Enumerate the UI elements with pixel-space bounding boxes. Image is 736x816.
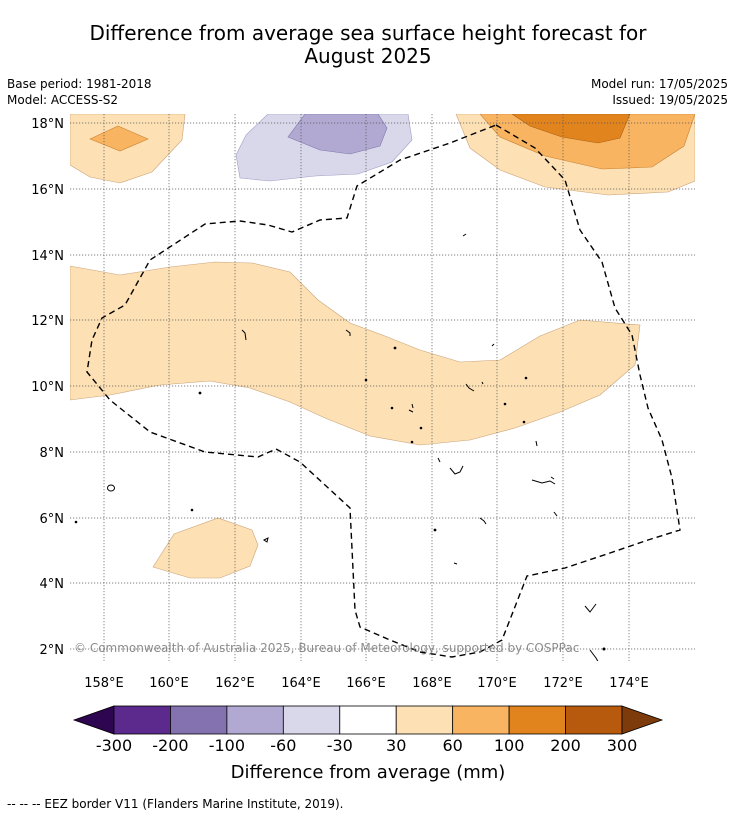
- island-14: [462, 233, 467, 237]
- model-text: Model: ACCESS-S2: [7, 93, 119, 107]
- lat-tick-4n: 4°N: [40, 577, 65, 592]
- colorbar-tick-label: -60: [270, 736, 296, 755]
- colorbar-tick-label: 30: [386, 736, 406, 755]
- colorbar-tick-label: 60: [442, 736, 462, 755]
- island-11: [390, 406, 394, 410]
- lat-tick-labels: 18°N 16°N 14°N 12°N 10°N 8°N 6°N 4°N 2°N: [31, 117, 64, 658]
- colorbar-cell: [395, 705, 454, 735]
- lon-tick-labels: 158°E 160°E 162°E 164°E 166°E 168°E 170°…: [84, 676, 649, 691]
- copyright-watermark: © Commonwealth of Australia 2025, Bureau…: [74, 641, 579, 655]
- contour-nw-60-100: [89, 125, 149, 152]
- island-12: [419, 426, 423, 430]
- island-20: [535, 440, 538, 447]
- island-23: [531, 476, 556, 485]
- colorbar-cell: [339, 705, 397, 735]
- island-1: [107, 484, 115, 492]
- contour-n-minus60-minus100: [287, 114, 388, 155]
- island-3: [74, 520, 78, 524]
- lat-tick-18n: 18°N: [31, 117, 64, 132]
- island-18: [524, 376, 528, 380]
- model-run-text: Model run: 17/05/2025: [590, 77, 728, 91]
- island-25: [479, 517, 487, 525]
- lon-tick-174e: 174°E: [609, 676, 649, 691]
- island-24: [553, 511, 558, 517]
- lon-tick-164e: 164°E: [281, 676, 321, 691]
- colorbar-tick-label: -200: [152, 736, 188, 755]
- map-title: Difference from average sea surface heig…: [0, 22, 736, 68]
- island-6: [241, 329, 247, 341]
- colorbar-tick-labels: -300 -200 -100 -60 -30 30 60 100 200 300: [96, 736, 637, 755]
- island-29: [589, 649, 599, 661]
- lon-tick-172e: 172°E: [543, 676, 583, 691]
- lat-tick-2n: 2°N: [40, 643, 65, 658]
- colorbar-label: Difference from average (mm): [231, 762, 506, 783]
- eez-footnote: -- -- -- EEZ border V11 (Flanders Marine…: [7, 797, 344, 811]
- lon-tick-158e: 158°E: [84, 676, 124, 691]
- colorbar-cells: [113, 705, 623, 735]
- island-4: [190, 508, 194, 512]
- island-13: [410, 440, 414, 444]
- island-9: [364, 378, 368, 382]
- lat-tick-12n: 12°N: [31, 314, 64, 329]
- colorbar-cell: [565, 705, 623, 735]
- islands: [74, 233, 606, 661]
- colorbar: -300 -200 -100 -60 -30 30 60 100 200 300 Differen…: [72, 705, 664, 783]
- lat-tick-6n: 6°N: [40, 512, 65, 527]
- map-plot-area: © Commonwealth of Australia 2025, Bureau…: [70, 114, 695, 661]
- island-19: [522, 420, 526, 424]
- island-22: [449, 465, 464, 475]
- eez-border: [86, 124, 681, 658]
- contour-ne-100-200: [511, 114, 631, 144]
- contour-nw-30-60: [70, 114, 186, 184]
- lat-tick-14n: 14°N: [31, 249, 64, 264]
- colorbar-tick-label: 300: [607, 736, 638, 755]
- island-8: [393, 346, 397, 350]
- island-28: [584, 603, 597, 613]
- colorbar-tick-label: -30: [327, 736, 353, 755]
- island-21: [437, 457, 441, 463]
- lon-tick-168e: 168°E: [412, 676, 452, 691]
- lon-tick-166e: 166°E: [346, 676, 386, 691]
- meta-right: Model run: 17/05/2025 Issued: 19/05/2025: [591, 76, 728, 108]
- gridlines: [70, 114, 695, 661]
- lon-tick-160e: 160°E: [149, 676, 189, 691]
- colorbar-tick-label: -300: [96, 736, 132, 755]
- lon-tick-162e: 162°E: [215, 676, 255, 691]
- island-15: [491, 343, 495, 347]
- island-17: [503, 402, 507, 406]
- issued-text: Issued: 19/05/2025: [612, 93, 728, 107]
- island-10: [408, 403, 414, 413]
- colorbar-extend-low: [72, 705, 115, 735]
- colorbar-tick-label: 100: [494, 736, 525, 755]
- island-27: [453, 562, 458, 565]
- island-2: [198, 391, 202, 395]
- contour-sw-30-60: [152, 517, 259, 579]
- colorbar-tick-label: -100: [209, 736, 245, 755]
- island-7: [345, 329, 351, 336]
- lon-tick-170e: 170°E: [477, 676, 517, 691]
- island-5: [263, 537, 269, 543]
- island-26: [433, 528, 437, 532]
- colorbar-cell: [282, 705, 341, 735]
- contour-band-30-60: [70, 261, 641, 446]
- island-30: [602, 647, 606, 651]
- lat-tick-8n: 8°N: [40, 446, 65, 461]
- colorbar-tick-label: 200: [550, 736, 581, 755]
- title-line-2: August 2025: [304, 44, 432, 68]
- colorbar-cell: [508, 705, 566, 735]
- lat-tick-10n: 10°N: [31, 380, 64, 395]
- colorbar-extend-high: [621, 705, 664, 735]
- base-period-text: Base period: 1981-2018: [7, 77, 152, 91]
- meta-left: Base period: 1981-2018 Model: ACCESS-S2: [7, 76, 152, 108]
- colorbar-cell: [113, 705, 171, 735]
- title-line-1: Difference from average sea surface heig…: [89, 21, 647, 45]
- lat-tick-16n: 16°N: [31, 183, 64, 198]
- colorbar-cell: [452, 705, 510, 735]
- island-16: [465, 381, 484, 392]
- colorbar-cell: [226, 705, 284, 735]
- colorbar-cell: [170, 705, 228, 735]
